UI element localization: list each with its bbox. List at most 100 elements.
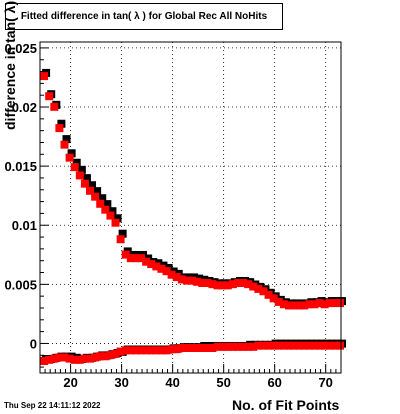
sigma-point [40, 356, 49, 365]
mean-point [77, 165, 86, 174]
sigma-point [91, 353, 100, 362]
mean-point [305, 300, 314, 309]
sigma-point [315, 341, 324, 350]
sigma-point [193, 343, 202, 352]
mean-point [96, 199, 105, 208]
sigma-point [101, 352, 110, 361]
sigma-point [188, 343, 197, 352]
mean-point [82, 174, 91, 183]
mean-point [86, 186, 95, 195]
sigma-point [249, 342, 258, 351]
mean-point [182, 276, 191, 285]
mean-point [113, 214, 122, 223]
sigma-point [162, 346, 171, 355]
mean-point [228, 280, 237, 289]
chart-title: Fitted difference in tan( λ ) for Global… [5, 3, 283, 30]
sigma-point [50, 354, 59, 363]
mean-point [264, 290, 273, 299]
sigma-point [208, 343, 217, 352]
mean-point [167, 270, 176, 279]
mean-point [325, 299, 334, 308]
grid [40, 42, 341, 373]
sigma-point [152, 346, 161, 355]
sigma-point [310, 341, 319, 350]
mean-point [116, 235, 125, 244]
mean-point [330, 299, 339, 308]
mean-point [108, 207, 117, 216]
mean-point [208, 280, 217, 289]
mean-point [254, 284, 263, 293]
y-tick-label: 0.025 [4, 41, 37, 56]
sigma-point [121, 346, 130, 355]
mean-point [233, 278, 242, 287]
mean-point [67, 149, 76, 158]
sigma-point [274, 341, 283, 350]
mean-point [75, 171, 84, 180]
sigma-point [142, 346, 151, 355]
chart-title-text: Fitted difference in tan( λ ) for Global… [20, 11, 268, 22]
mean-point [65, 153, 74, 162]
sigma-point [172, 345, 181, 354]
y-tick-label: 0.01 [12, 218, 37, 233]
mean-point [249, 282, 258, 291]
sigma-point [111, 349, 120, 358]
sigma-point [198, 343, 207, 352]
mean-point [93, 187, 102, 196]
mean-point [193, 277, 202, 286]
sigma-point [177, 343, 186, 352]
y-tick-label: 0 [30, 336, 37, 351]
mean-point [72, 158, 81, 167]
mean-point [198, 278, 207, 287]
data-points [40, 68, 346, 365]
sigma-point [131, 346, 140, 355]
x-tick-label: 50 [216, 375, 230, 390]
mean-point [300, 301, 309, 310]
mean-point [118, 229, 127, 238]
mean-point [62, 135, 71, 144]
mean-point [213, 281, 222, 290]
sigma-point [300, 341, 309, 350]
sigma-point [45, 355, 54, 364]
sigma-point [284, 341, 293, 350]
mean-point [88, 181, 97, 190]
sigma-point [213, 342, 222, 351]
mean-point [162, 267, 171, 276]
mean-point [57, 119, 66, 128]
sigma-point [147, 346, 156, 355]
sigma-point [305, 341, 314, 350]
mean-point [70, 163, 79, 172]
mean-point [60, 140, 69, 149]
x-tick-label: 30 [114, 375, 128, 390]
sigma-point [157, 346, 166, 355]
sigma-point [223, 342, 232, 351]
mean-point [218, 281, 227, 290]
sigma-point [60, 353, 69, 362]
sigma-point [269, 341, 278, 350]
mean-point [203, 278, 212, 287]
mean-point [315, 299, 324, 308]
mean-point [172, 273, 181, 282]
mean-point [157, 264, 166, 273]
mean-point [223, 281, 232, 290]
mean-point [290, 301, 299, 310]
mean-point [98, 194, 107, 203]
sigma-point [126, 346, 135, 355]
sigma-point [137, 346, 146, 355]
mean-point [101, 205, 110, 214]
mean-point [142, 257, 151, 266]
mean-point [239, 278, 248, 287]
sigma-point [330, 341, 339, 350]
mean-point [336, 299, 344, 308]
sigma-point [106, 351, 115, 360]
sigma-point [86, 354, 95, 363]
mean-point [244, 280, 253, 289]
mean-point [279, 300, 288, 309]
mean-point [121, 250, 130, 259]
sigma-point [167, 345, 176, 354]
mean-point [91, 192, 100, 201]
sigma-point [203, 343, 212, 352]
mean-point [103, 200, 112, 209]
y-tick-label: 0.005 [4, 277, 37, 292]
mean-point [45, 92, 54, 101]
